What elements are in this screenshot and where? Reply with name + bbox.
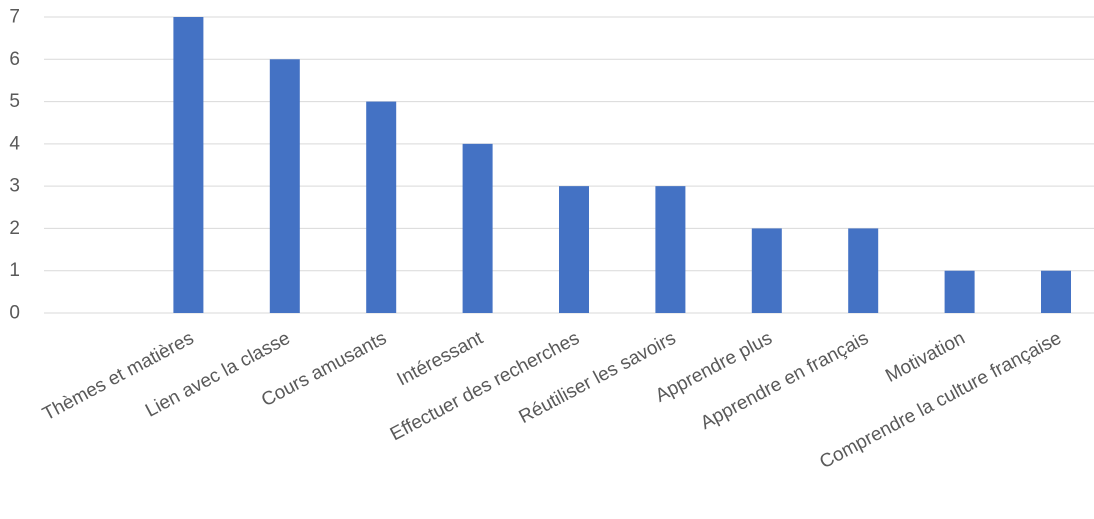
y-tick-label: 0 <box>9 303 20 324</box>
bar <box>655 186 686 313</box>
bar <box>462 143 493 313</box>
y-tick-label: 7 <box>9 7 20 28</box>
y-tick-label: 6 <box>9 49 20 70</box>
x-category-label: Motivation <box>882 328 968 387</box>
bar <box>848 228 879 313</box>
x-category-label: Réutiliser les savoirs <box>516 328 680 428</box>
bar <box>173 17 204 313</box>
y-tick-label: 1 <box>9 260 20 281</box>
y-tick-label: 3 <box>9 176 20 197</box>
x-category-label: Apprendre en français <box>697 328 872 434</box>
y-tick-label: 4 <box>9 133 20 154</box>
y-tick-label: 2 <box>9 218 20 239</box>
bar <box>269 59 300 314</box>
bars <box>173 17 1071 314</box>
x-category-label: Thèmes et matières <box>39 328 197 425</box>
bar <box>751 228 782 313</box>
bar <box>944 270 975 313</box>
y-axis-ticks: 0 1 2 3 4 5 6 7 <box>9 7 20 324</box>
bar <box>366 101 397 313</box>
bar <box>559 186 589 313</box>
bar <box>1041 270 1071 313</box>
y-tick-label: 5 <box>9 91 20 112</box>
